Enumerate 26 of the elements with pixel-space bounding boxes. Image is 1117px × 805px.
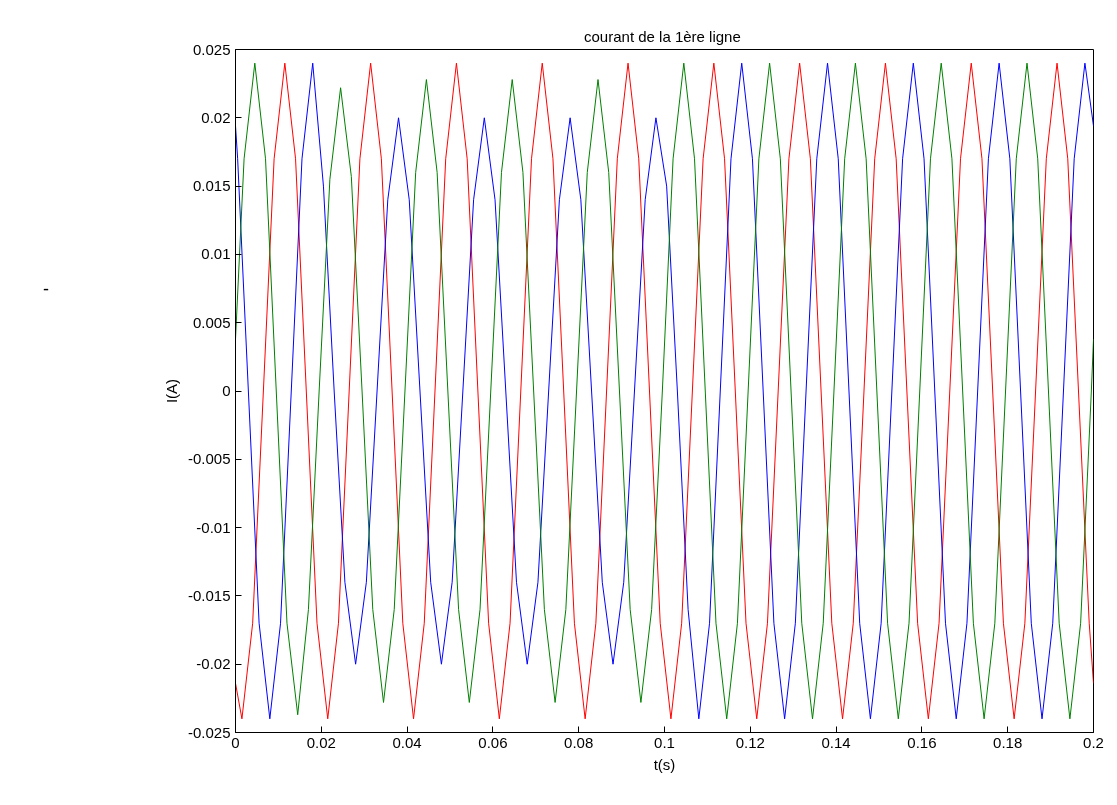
x-tick-label: 0.14 bbox=[821, 733, 851, 751]
y-tick-label: -0.005 bbox=[187, 450, 231, 468]
text: - bbox=[43, 278, 49, 301]
x-tick-label: 0.12 bbox=[735, 733, 765, 751]
y-tick-label: -0.02 bbox=[196, 655, 231, 673]
y-tick-label: -0.025 bbox=[187, 723, 231, 741]
x-tick-label: 0.1 bbox=[654, 733, 675, 751]
y-tick-label: -0.015 bbox=[187, 586, 231, 604]
y-tick-label: 0.005 bbox=[192, 313, 231, 331]
y-tick-label: 0.025 bbox=[192, 40, 231, 58]
line-series bbox=[235, 62, 1094, 720]
x-tick-label: 0.02 bbox=[306, 733, 336, 751]
y-tick-label: 0 bbox=[222, 382, 231, 399]
x-tick-label: 0.08 bbox=[564, 733, 594, 751]
x-tick-label: 0.04 bbox=[392, 733, 422, 751]
y-tick-label: 0.015 bbox=[192, 177, 231, 195]
x-axis-title: t(s) bbox=[653, 755, 676, 773]
chart-title: courant de la 1ère ligne bbox=[584, 27, 741, 45]
y-tick-label: -0.01 bbox=[196, 518, 231, 536]
y-tick-label: 0.01 bbox=[201, 245, 231, 263]
x-tick-label: 0.18 bbox=[993, 733, 1023, 751]
x-tick-label: 0.16 bbox=[907, 733, 937, 751]
x-tick-label: 0.06 bbox=[478, 733, 508, 751]
y-axis-title: I(A) bbox=[162, 378, 180, 404]
x-tick-label: 0.2 bbox=[1083, 733, 1104, 751]
y-tick-label: 0.02 bbox=[201, 108, 231, 126]
